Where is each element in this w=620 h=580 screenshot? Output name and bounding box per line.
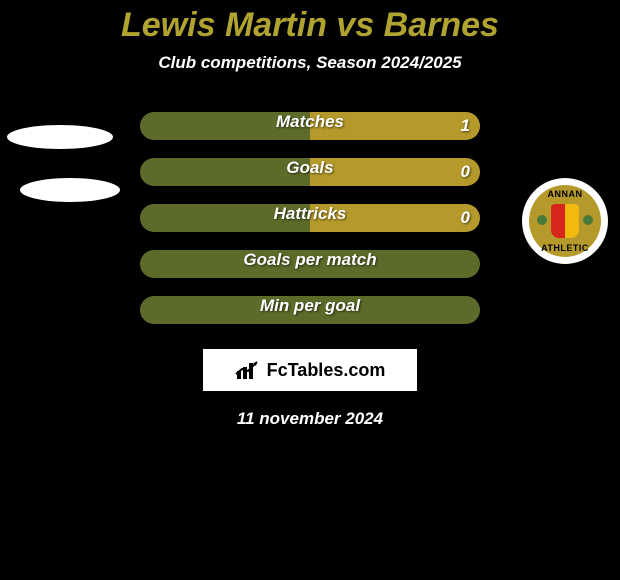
- stat-bar-left: [140, 204, 310, 232]
- stat-row: Min per goal: [0, 287, 620, 333]
- stat-bar: 0Hattricks: [140, 204, 480, 232]
- stat-bar: 1Matches: [140, 112, 480, 140]
- page-title: Lewis Martin vs Barnes: [0, 0, 620, 45]
- subtitle: Club competitions, Season 2024/2025: [0, 53, 620, 73]
- stat-bar: 0Goals: [140, 158, 480, 186]
- stat-bar: Min per goal: [140, 296, 480, 324]
- stat-bar: Goals per match: [140, 250, 480, 278]
- stat-bar-left: [140, 158, 310, 186]
- stat-bar-left: [140, 250, 480, 278]
- stat-bar-right: [310, 204, 480, 232]
- stat-row: 0Goals: [0, 149, 620, 195]
- stat-value-right: 1: [461, 116, 470, 136]
- stat-bar-right: [310, 112, 480, 140]
- fctables-logo: FcTables.com: [203, 349, 417, 391]
- date-line: 11 november 2024: [0, 409, 620, 429]
- stat-row: 1Matches: [0, 103, 620, 149]
- stat-row: 0Hattricks: [0, 195, 620, 241]
- stat-value-right: 0: [461, 208, 470, 228]
- stat-bar-right: [310, 158, 480, 186]
- stat-bar-left: [140, 296, 480, 324]
- stat-bar-left: [140, 112, 310, 140]
- logo-text: FcTables.com: [267, 360, 386, 381]
- stat-value-right: 0: [461, 162, 470, 182]
- stats-container: 1Matches 0Goals 0Hattricks Goals per match M…: [0, 103, 620, 333]
- stat-row: Goals per match: [0, 241, 620, 287]
- bar-chart-icon: [235, 359, 261, 381]
